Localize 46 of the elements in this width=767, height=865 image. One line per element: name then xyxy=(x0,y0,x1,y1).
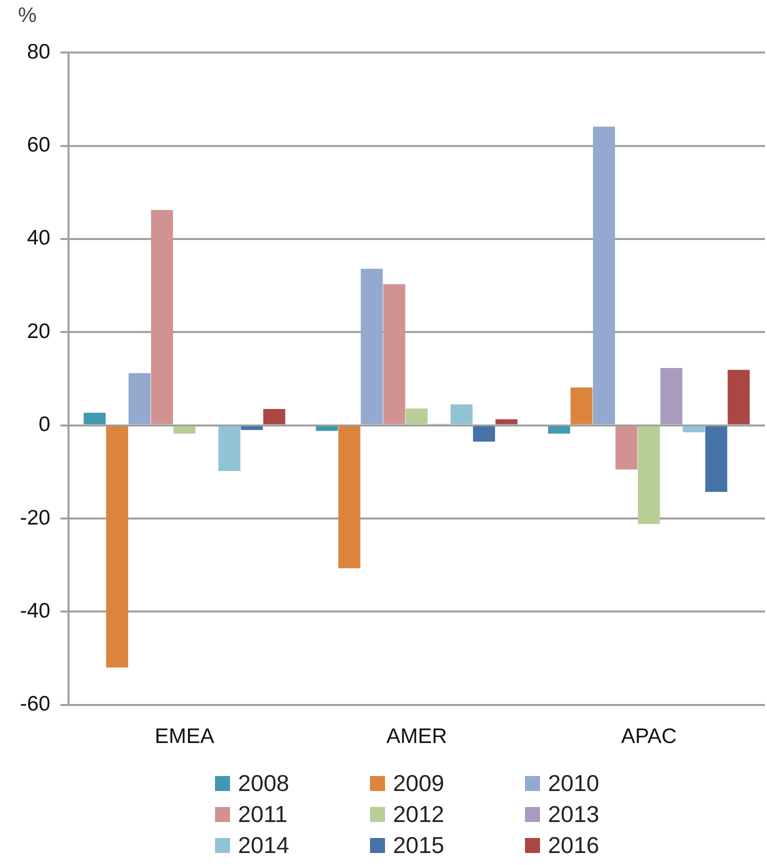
bar xyxy=(84,412,106,424)
bar xyxy=(548,426,570,434)
legend-label: 2015 xyxy=(393,832,444,859)
bar xyxy=(338,426,360,568)
bar xyxy=(638,426,660,524)
legend-label: 2016 xyxy=(548,832,600,859)
legend-label: 2013 xyxy=(548,801,600,828)
bar xyxy=(615,426,638,470)
bar xyxy=(682,426,705,432)
bar xyxy=(106,426,128,668)
bar xyxy=(473,426,496,442)
bar xyxy=(218,426,240,471)
legend-label: 2012 xyxy=(393,801,444,828)
x-tick-label: AMER xyxy=(386,725,448,748)
bar xyxy=(173,426,196,434)
legend-label: 2010 xyxy=(548,770,600,797)
bar xyxy=(151,210,174,424)
y-tick-label: 0 xyxy=(38,413,50,436)
y-tick-label: 80 xyxy=(26,40,50,64)
y-tick-label: -20 xyxy=(20,506,50,530)
x-tick-label: APAC xyxy=(621,725,677,748)
y-tick-label: -60 xyxy=(20,692,50,716)
legend-label: 2011 xyxy=(238,801,288,828)
y-tick-label: -40 xyxy=(20,599,50,622)
bar xyxy=(592,126,615,424)
y-tick-label: 20 xyxy=(26,320,50,343)
bar xyxy=(383,284,406,424)
bar xyxy=(705,426,728,492)
y-tick-label: 60 xyxy=(26,134,50,157)
bar xyxy=(406,408,428,424)
y-tick-label: 40 xyxy=(26,226,50,250)
bar xyxy=(728,370,750,424)
legend-label: 2009 xyxy=(393,770,444,797)
bar xyxy=(660,368,682,424)
bar xyxy=(240,426,263,430)
bar xyxy=(495,419,518,424)
legend-label: 2014 xyxy=(238,832,290,859)
bar xyxy=(316,426,338,431)
bar xyxy=(450,404,473,424)
legend-label: 2008 xyxy=(238,770,290,797)
y-axis-title: % xyxy=(18,4,37,28)
bar xyxy=(263,408,286,424)
bar xyxy=(128,373,151,424)
bar xyxy=(570,388,593,424)
x-tick-label: EMEA xyxy=(154,725,214,748)
bar xyxy=(360,268,383,424)
